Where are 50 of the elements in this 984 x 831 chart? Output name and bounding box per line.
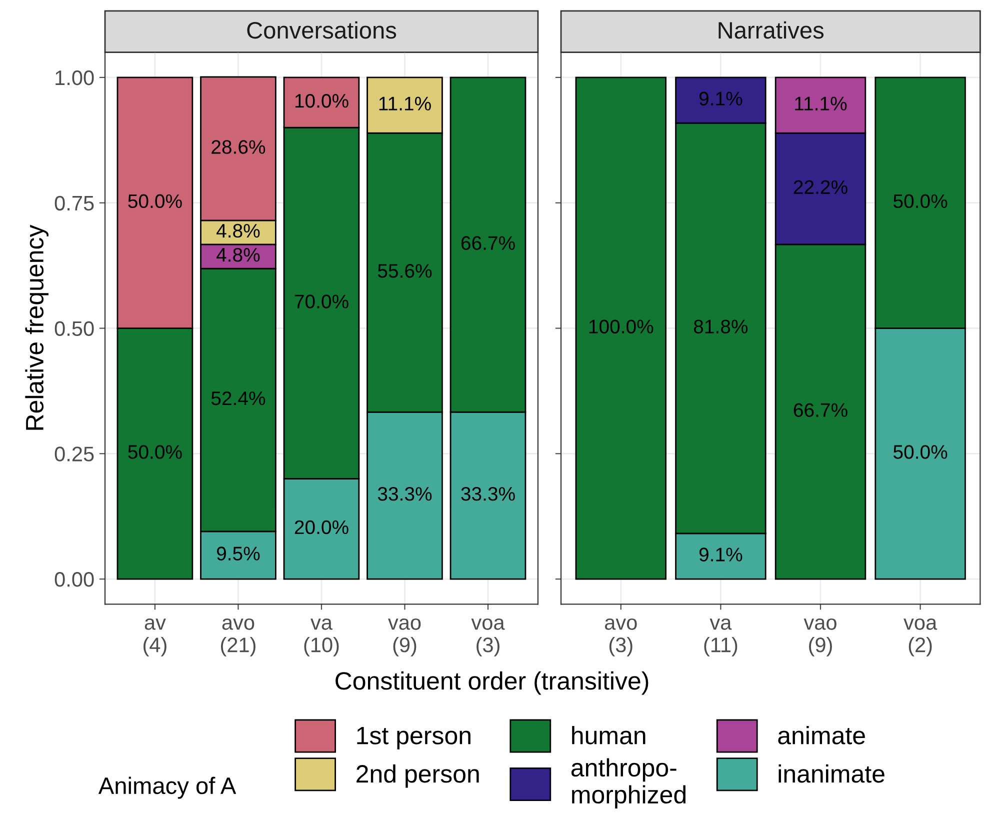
legend-title: Animacy of A xyxy=(98,776,236,799)
data-label: 50.0% xyxy=(894,445,948,459)
y-tick-label: 0.00 xyxy=(54,572,94,587)
x-axis-title: Constituent order (transitive) xyxy=(336,671,648,695)
data-label: 11.1% xyxy=(795,96,847,110)
data-label: 66.7% xyxy=(461,236,515,250)
data-label: 9.1% xyxy=(699,92,742,106)
legend-label: animate xyxy=(778,726,865,744)
data-label: 52.4% xyxy=(211,391,266,406)
data-label: 81.8% xyxy=(694,320,748,334)
legend-label: inanimate xyxy=(778,764,884,783)
y-tick-label: 0.75 xyxy=(54,196,94,211)
chart-title: Conversations xyxy=(247,21,396,39)
data-label: 28.6% xyxy=(212,140,266,154)
data-label: 22.2% xyxy=(794,180,848,194)
data-label: 50.0% xyxy=(128,194,182,208)
y-tick-label: 0.50 xyxy=(54,321,94,336)
x-tick-label: va (11) xyxy=(704,618,738,656)
legend-label: 1st person xyxy=(357,726,470,750)
data-label: 70.0% xyxy=(294,294,348,308)
x-tick-label: vao (9) xyxy=(388,618,421,656)
data-label: 4.8% xyxy=(216,248,260,262)
y-tick-label: 0.25 xyxy=(54,446,94,462)
x-tick-label: vao (9) xyxy=(804,618,836,656)
x-tick-label: avo (3) xyxy=(604,618,637,656)
x-tick-label: voa (3) xyxy=(471,618,505,656)
data-label: 33.3% xyxy=(378,486,432,501)
x-tick-label: avo (21) xyxy=(220,618,256,656)
data-label: 9.1% xyxy=(699,548,742,562)
data-label: 55.6% xyxy=(378,264,432,278)
legend-label: human xyxy=(572,726,646,744)
data-label: 10.0% xyxy=(295,94,348,108)
data-label: 33.3% xyxy=(461,486,515,501)
data-label: 9.5% xyxy=(216,546,260,560)
data-label: 11.1% xyxy=(379,96,431,110)
data-label: 50.0% xyxy=(128,445,182,459)
y-tick-label: 1.00 xyxy=(56,70,94,86)
y-axis-title: Relative frequency xyxy=(25,224,48,430)
data-label: 100.0% xyxy=(589,320,654,334)
data-label: 66.7% xyxy=(794,403,848,417)
x-tick-label: va (10) xyxy=(304,618,339,656)
data-label: 4.8% xyxy=(216,224,260,238)
bar xyxy=(575,76,666,580)
data-label: 50.0% xyxy=(894,194,948,208)
chart-title: Narratives xyxy=(718,21,824,39)
legend-label: 2nd person xyxy=(356,764,479,788)
data-label: 20.0% xyxy=(294,520,348,534)
x-tick-label: av (4) xyxy=(144,618,166,656)
x-tick-label: voa (2) xyxy=(904,618,938,656)
legend-label: anthropo- morphized xyxy=(571,758,686,808)
